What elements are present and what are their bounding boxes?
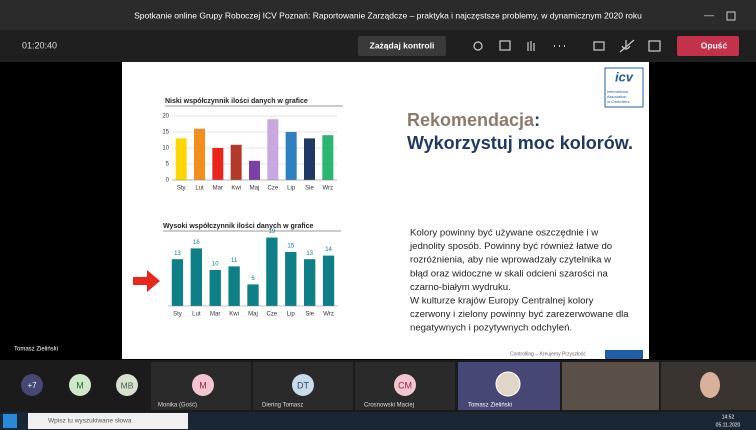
avatar-initials: M — [76, 380, 84, 390]
x-tick-label: Mar — [213, 186, 223, 192]
x-tick-label: Maj — [250, 186, 260, 192]
x-tick-label: Sty — [177, 186, 186, 192]
bar — [267, 119, 278, 180]
bar — [285, 252, 296, 306]
x-tick-label: Kwi — [231, 186, 241, 192]
slide-heading: Wykorzystuj moc kolorów. — [407, 133, 633, 153]
chart-title: Niski współczynnik ilości danych w grafi… — [165, 98, 308, 105]
y-tick-label: 10 — [162, 146, 169, 152]
bar — [212, 148, 223, 180]
data-label: 14 — [325, 247, 332, 253]
bar — [304, 259, 315, 306]
window-title: Spotkanie online Grupy Roboczej ICV Pozn… — [134, 10, 642, 20]
page: {"window": {"title": "Spotkanie online G… — [0, 0, 756, 430]
avatar-photo — [496, 372, 520, 396]
x-tick-label: Maj — [248, 312, 258, 318]
screen: Spotkanie online Grupy Roboczej ICV Pozn… — [0, 0, 756, 430]
body-line: W kulturze krajów Europy Centralnej kolo… — [410, 296, 594, 307]
body-line: Kolory powinny być używane oszczędnie i … — [410, 228, 598, 239]
heading-colon: : — [534, 110, 540, 130]
bar — [191, 248, 202, 306]
clock-time: 14:52 — [722, 414, 735, 420]
avatar-initials: CM — [398, 380, 412, 390]
request-control-label: Zażądaj kontroli — [370, 40, 435, 50]
data-label: 10 — [212, 262, 219, 268]
participant-name: Crosnowski Maciej — [364, 403, 414, 409]
data-label: 13 — [174, 251, 181, 257]
body-line: czerwony i zielony powinny być zarezerwo… — [410, 309, 629, 320]
minimize[interactable]: — — [704, 11, 714, 22]
body-line: błąd oraz widoczne w skali odcieni szaro… — [410, 268, 608, 279]
logo: icv — [615, 69, 634, 84]
x-tick-label: Wrz — [323, 312, 334, 318]
x-tick-label: Lip — [287, 186, 296, 192]
avatar-initials: MB — [121, 380, 134, 390]
body-line: negatywnych i pozytywnych odchyleń. — [410, 323, 572, 334]
start-button[interactable] — [3, 414, 17, 428]
x-tick-label: Lut — [195, 186, 204, 192]
heading-part: Rekomendacja — [407, 110, 535, 130]
x-tick-label: Sie — [305, 312, 314, 318]
logo-subtitle: International — [607, 90, 628, 94]
bar — [228, 266, 239, 306]
timer: 01:20:40 — [22, 40, 57, 50]
x-tick-label: Kwi — [229, 312, 239, 318]
bar — [249, 161, 260, 180]
avatar-initials: M — [199, 380, 207, 390]
x-tick-label: Cze — [267, 312, 278, 318]
data-label: 15 — [287, 244, 294, 250]
bar — [194, 129, 205, 180]
x-tick-label: Mar — [210, 312, 220, 318]
slide-heading: Rekomendacja: — [407, 110, 540, 130]
search-placeholder: Wpisz tu wyszukiwane słowa — [48, 418, 132, 425]
participant-name: Monika (Gość) — [158, 403, 197, 409]
clock-date: 05.11.2020 — [716, 422, 741, 428]
data-label: 11 — [231, 258, 238, 264]
x-tick-label: Sty — [173, 312, 182, 318]
x-tick-label: Wrz — [323, 186, 334, 192]
data-label: 19 — [269, 229, 276, 235]
body-line: jednolity sposób. Powinny być również ła… — [409, 241, 612, 252]
y-tick-label: 20 — [162, 114, 169, 120]
logo-subtitle: Association — [607, 95, 626, 99]
bar — [176, 138, 187, 180]
bar — [172, 259, 183, 306]
x-tick-label: Cze — [267, 186, 278, 192]
participant-name: Tomasz Zieliński — [468, 403, 512, 409]
video-face — [700, 372, 720, 398]
y-tick-label: 15 — [162, 130, 169, 136]
presenter-label: Tomasz Zieliński — [14, 347, 58, 353]
body: Spotkanie online Grupy Roboczej ICV Pozn… — [0, 0, 756, 430]
participant-name: Diering Tomasz — [262, 403, 303, 409]
body-line: rozróżnienia, aby nie wprowadzały czytel… — [410, 255, 611, 266]
chart-title: Wysoki współczynnik ilości danych w graf… — [163, 223, 314, 230]
video-grid[interactable] — [562, 362, 659, 410]
bar — [210, 270, 221, 306]
data-label: 13 — [306, 251, 313, 257]
slide-footer: Controlling – Kreujemy Przyszłość — [510, 351, 586, 357]
bar — [322, 135, 333, 180]
x-tick-label: Lip — [287, 312, 296, 318]
x-tick-label: Lut — [192, 312, 201, 318]
avatar-initials: +7 — [27, 381, 37, 390]
bar — [266, 238, 277, 306]
bar — [286, 132, 297, 180]
x-tick-label: Sie — [305, 186, 314, 192]
avatar-initials: DT — [297, 380, 309, 390]
bar — [323, 256, 334, 306]
body-line: czarno-białym wydruku. — [410, 282, 511, 293]
bar — [231, 145, 242, 180]
logo-subtitle: of Controllers — [607, 100, 630, 104]
footer-bar — [605, 350, 643, 359]
bar — [304, 138, 315, 180]
data-label: 16 — [193, 240, 200, 246]
bar — [247, 284, 258, 306]
leave-label: Opuść — [701, 40, 728, 50]
